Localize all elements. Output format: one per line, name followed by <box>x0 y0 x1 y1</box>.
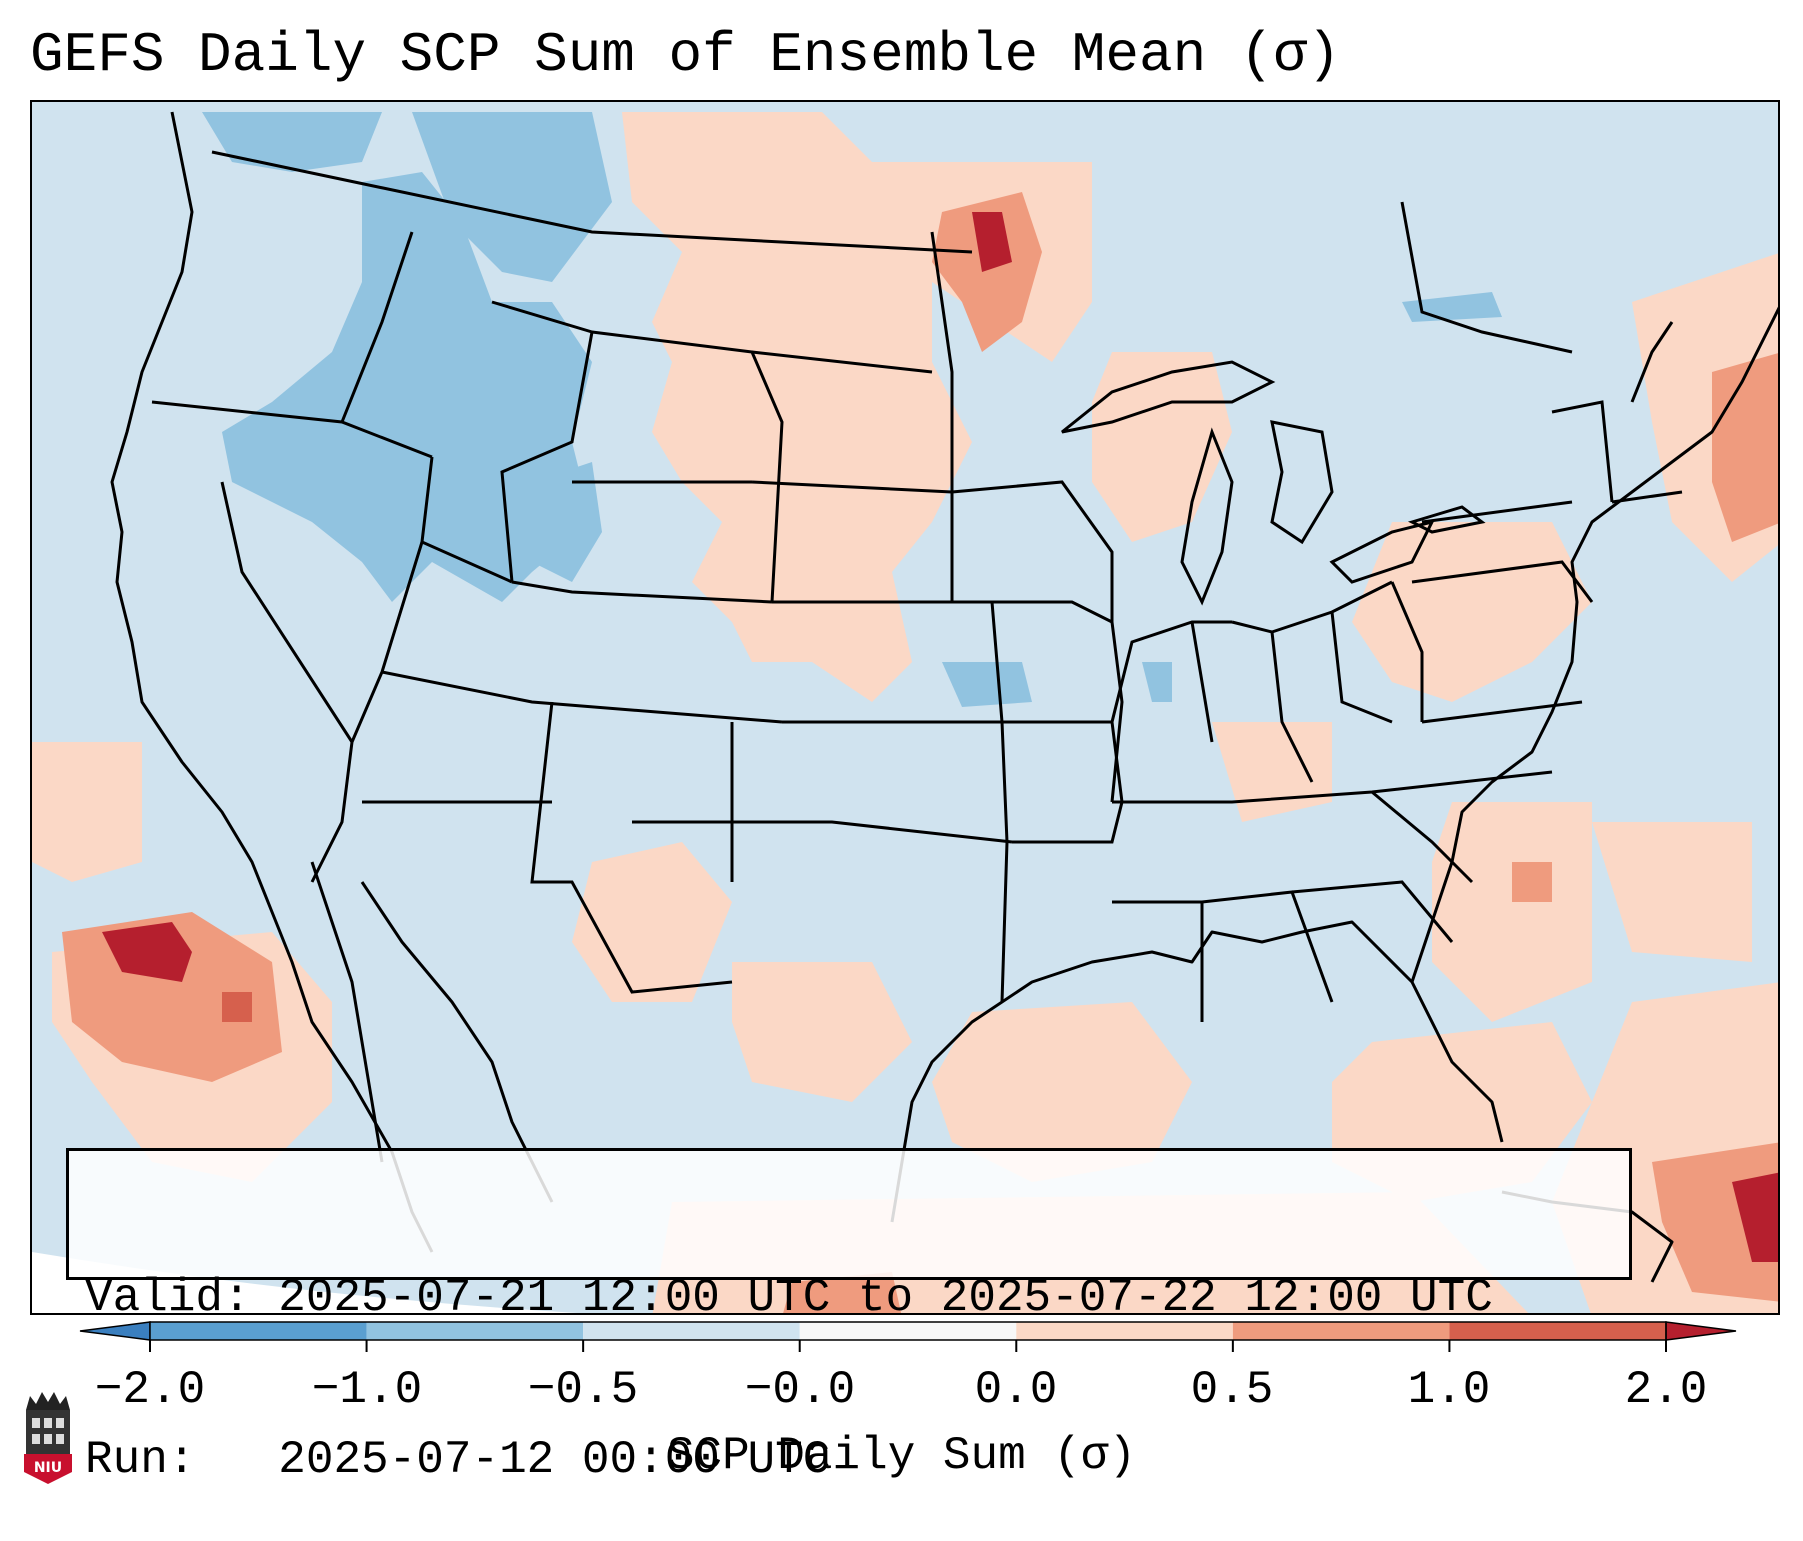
colorbar-segment <box>583 1322 800 1340</box>
colorbar-tick-label: 0.5 <box>1190 1364 1274 1416</box>
colorbar-segment <box>366 1322 584 1340</box>
colorbar <box>79 1321 1737 1352</box>
valid-time-text: Valid: 2025-07-21 12:00 UTC to 2025-07-2… <box>85 1272 1493 1324</box>
state-borders <box>151 150 1683 1022</box>
colorbar-tick-label: 0.0 <box>974 1364 1058 1416</box>
colorbar-extend-low <box>79 1321 151 1341</box>
great-lakes <box>1061 360 1486 606</box>
colorbar-tick-label: 2.0 <box>1624 1364 1708 1416</box>
negative-anomaly-areas <box>202 112 1502 707</box>
colorbar-segment <box>1449 1322 1666 1340</box>
colorbar-segment <box>150 1322 367 1340</box>
colorbar-tick-label: −2.0 <box>94 1364 206 1416</box>
colorbar-segment <box>799 1322 1017 1340</box>
map-canvas <box>32 111 1778 1313</box>
niu-logo-icon: NIU <box>24 1392 72 1484</box>
valid-run-info-box: Valid: 2025-07-21 12:00 UTC to 2025-07-2… <box>66 1148 1632 1486</box>
colorbar-tick-label: −0.0 <box>744 1364 856 1416</box>
extreme-positive-anomaly-areas <box>102 212 1778 1262</box>
colorbar-segments <box>79 1321 1737 1341</box>
niu-logo-text: NIU <box>34 1460 62 1476</box>
colorbar-label: SCP Daily Sum (σ) <box>666 1430 1137 1482</box>
colorbar-tick-label: −1.0 <box>311 1364 423 1416</box>
map-title: GEFS Daily SCP Sum of Ensemble Mean (σ) <box>30 23 1341 87</box>
colorbar-segment <box>1232 1322 1450 1340</box>
colorbar-tick-label: 1.0 <box>1407 1364 1491 1416</box>
colorbar-extend-high <box>1665 1321 1737 1341</box>
run-time-text: Run: 2025-07-12 00:00 UTC <box>85 1434 831 1486</box>
colorbar-segment <box>1016 1322 1233 1340</box>
map-panel[interactable] <box>30 100 1780 1315</box>
projection-edge <box>32 1252 578 1313</box>
colorbar-ticks <box>149 1340 1667 1352</box>
colorbar-tick-label: −0.5 <box>527 1364 639 1416</box>
colorbar-outline <box>149 1321 1667 1341</box>
positive-anomaly-areas <box>32 112 1778 1313</box>
